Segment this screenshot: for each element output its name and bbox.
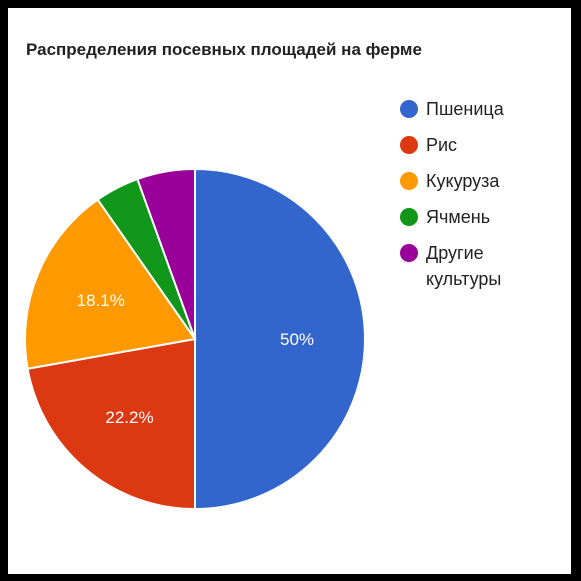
legend-swatch [400, 244, 418, 262]
legend-swatch [400, 208, 418, 226]
pie-slice-2 [26, 337, 196, 511]
chart-frame: Распределения посевных площадей на ферме… [8, 8, 571, 574]
legend-label: Рис [426, 135, 458, 155]
legend-item: Рис [400, 132, 536, 168]
pie-slice-5 [136, 167, 196, 340]
legend-item: Пшеница [400, 96, 536, 132]
pie-slice-3 [24, 198, 197, 370]
data-label-1: 50% [280, 330, 314, 349]
data-label-2: 22.2% [105, 408, 153, 427]
pie-slice-1 [194, 167, 366, 511]
legend-label: Кукуруза [426, 171, 500, 191]
legend-label: Пшеница [426, 99, 504, 119]
data-label-3: 18.1% [77, 291, 125, 310]
legend-swatch [400, 172, 418, 190]
legend-label: Ячмень [426, 207, 491, 227]
legend-label: Другие культуры [426, 243, 502, 289]
legend-swatch [400, 136, 418, 154]
pie-chart: 50% 22.2% 18.1% [24, 167, 366, 511]
chart-title: Распределения посевных площадей на ферме [26, 40, 422, 59]
legend-item: Ячмень [400, 204, 536, 240]
legend-item: Кукуруза [400, 168, 536, 204]
legend: Пшеница Рис Кукуруза Ячмень Другие культуры [400, 96, 536, 289]
legend-item: Другие культуры [400, 240, 536, 289]
legend-swatch [400, 100, 418, 118]
